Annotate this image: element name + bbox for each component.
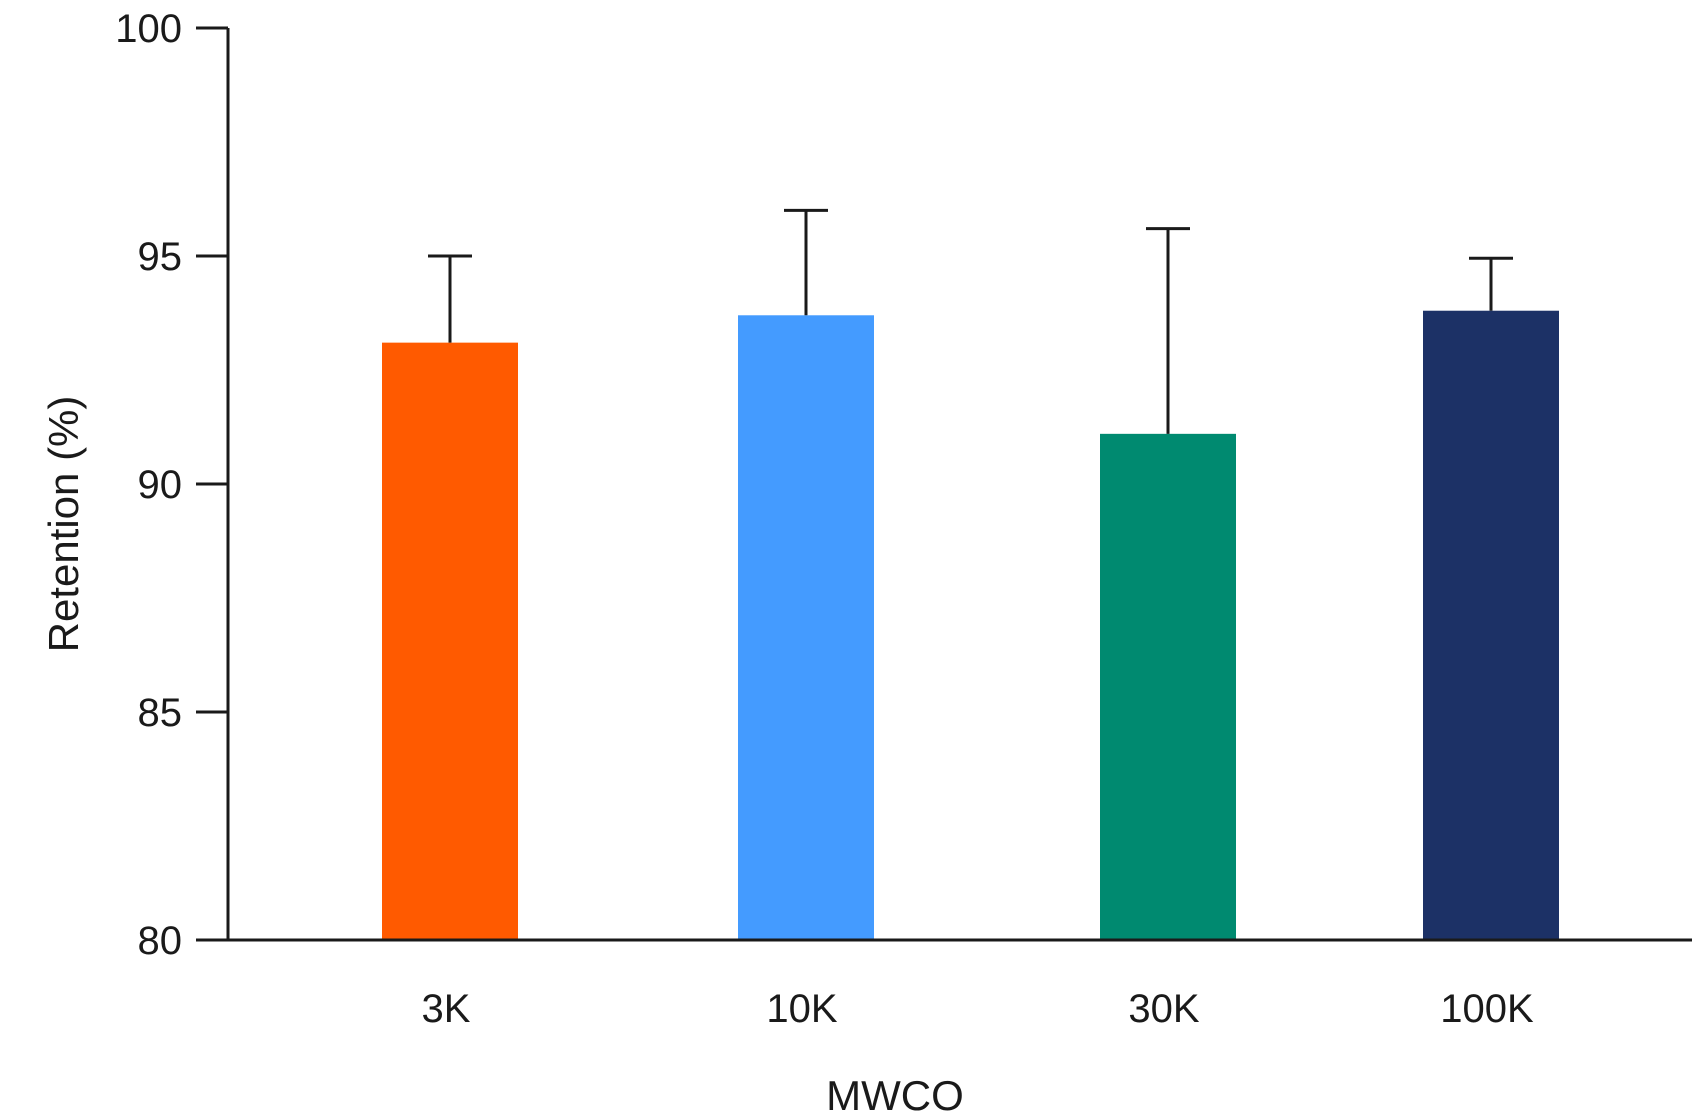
- x-axis-title: MWCO: [826, 1072, 964, 1119]
- x-tick-label: 3K: [422, 987, 471, 1031]
- error-bars: [428, 208, 1513, 434]
- x-tick-label: 30K: [1128, 987, 1199, 1031]
- y-tick-label: 95: [138, 235, 183, 279]
- y-axis-title: Retention (%): [40, 396, 87, 653]
- y-axis-ticks: 80 85 90 95 100: [115, 7, 228, 963]
- y-tick-label: 80: [138, 919, 183, 963]
- x-tick-label: 10K: [766, 987, 837, 1031]
- bar-10k: [738, 315, 874, 940]
- y-tick-label: 100: [115, 7, 182, 51]
- bar-100k: [1423, 310, 1559, 941]
- x-tick-label: 100K: [1440, 987, 1534, 1031]
- x-axis-ticks: 3K 10K 30K 100K: [422, 987, 1534, 1031]
- bars: [382, 310, 1559, 941]
- bar-30k: [1100, 433, 1236, 940]
- y-tick-label: 85: [138, 691, 183, 735]
- y-tick-label: 90: [138, 463, 183, 507]
- bar-3k: [382, 342, 518, 940]
